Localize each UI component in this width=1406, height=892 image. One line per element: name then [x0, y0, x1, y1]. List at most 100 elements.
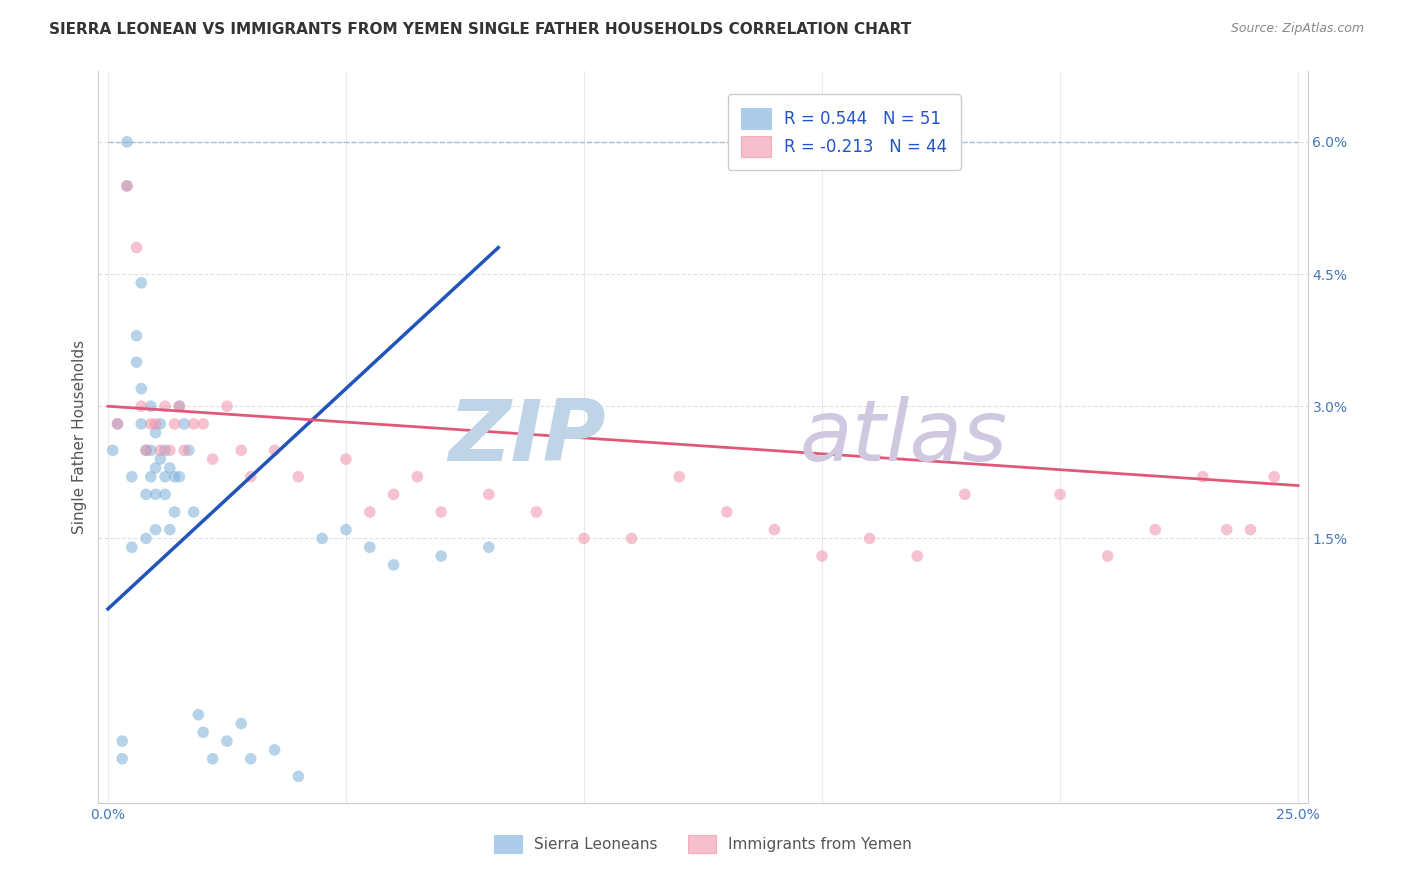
Point [335, 452, 357, 467]
Point [145, 523, 167, 537]
Point [139, 443, 162, 458]
Point [1263, 469, 1285, 483]
Point [111, 734, 134, 748]
Point [191, 725, 214, 739]
Text: atlas: atlas [800, 395, 1008, 479]
Point [169, 399, 191, 413]
Point [121, 540, 143, 554]
Point [191, 417, 214, 431]
Point [620, 532, 643, 546]
Point [201, 752, 224, 766]
Point [163, 505, 186, 519]
Point [359, 540, 381, 554]
Point [359, 505, 381, 519]
Point [129, 276, 152, 290]
Point [101, 443, 124, 458]
Point [139, 417, 162, 431]
Text: SIERRA LEONEAN VS IMMIGRANTS FROM YEMEN SINGLE FATHER HOUSEHOLDS CORRELATION CHA: SIERRA LEONEAN VS IMMIGRANTS FROM YEMEN … [49, 22, 911, 37]
Point [572, 532, 595, 546]
Point [139, 399, 162, 413]
Point [125, 355, 148, 369]
Point [1239, 523, 1261, 537]
Point [135, 443, 157, 458]
Point [169, 399, 191, 413]
Point [115, 178, 138, 193]
Point [129, 417, 152, 431]
Point [287, 469, 309, 483]
Point [1215, 523, 1237, 537]
Point [183, 505, 205, 519]
Point [905, 549, 928, 563]
Point [125, 241, 148, 255]
Point [153, 443, 176, 458]
Point [263, 443, 285, 458]
Point [1192, 469, 1215, 483]
Point [215, 734, 238, 748]
Point [139, 469, 162, 483]
Point [125, 328, 148, 343]
Point [382, 487, 405, 501]
Text: Source: ZipAtlas.com: Source: ZipAtlas.com [1230, 22, 1364, 36]
Point [107, 417, 129, 431]
Point [239, 752, 262, 766]
Point [135, 532, 157, 546]
Point [115, 178, 138, 193]
Point [173, 443, 195, 458]
Point [1049, 487, 1071, 501]
Point [811, 549, 834, 563]
Point [145, 417, 167, 431]
Point [311, 532, 333, 546]
Point [159, 443, 181, 458]
Point [953, 487, 976, 501]
Point [335, 523, 357, 537]
Point [1097, 549, 1119, 563]
Point [163, 469, 186, 483]
Point [478, 487, 501, 501]
Point [129, 399, 152, 413]
Point [129, 382, 152, 396]
Point [231, 443, 253, 458]
Point [169, 469, 191, 483]
Point [524, 505, 547, 519]
Point [1144, 523, 1167, 537]
Point [187, 707, 209, 722]
Point [716, 505, 738, 519]
Point [201, 452, 224, 467]
Point [763, 523, 786, 537]
Point [145, 487, 167, 501]
Point [153, 469, 176, 483]
Point [153, 399, 176, 413]
Point [159, 461, 181, 475]
Point [107, 417, 129, 431]
Point [135, 443, 157, 458]
Point [177, 443, 200, 458]
Point [173, 417, 195, 431]
Point [668, 469, 690, 483]
Point [215, 399, 238, 413]
Point [430, 505, 453, 519]
Point [231, 716, 253, 731]
Point [163, 417, 186, 431]
Point [145, 425, 167, 440]
Point [111, 752, 134, 766]
Text: ZIP: ZIP [449, 395, 606, 479]
Point [478, 540, 501, 554]
Point [135, 487, 157, 501]
Point [287, 769, 309, 783]
Point [153, 487, 176, 501]
Legend: Sierra Leoneans, Immigrants from Yemen: Sierra Leoneans, Immigrants from Yemen [486, 827, 920, 861]
Point [149, 417, 172, 431]
Y-axis label: Single Father Households: Single Father Households [72, 340, 87, 534]
Point [263, 743, 285, 757]
Point [149, 443, 172, 458]
Point [406, 469, 429, 483]
Point [859, 532, 882, 546]
Point [239, 469, 262, 483]
Point [115, 135, 138, 149]
Point [430, 549, 453, 563]
Point [145, 461, 167, 475]
Point [183, 417, 205, 431]
Point [159, 523, 181, 537]
Point [382, 558, 405, 572]
Point [121, 469, 143, 483]
